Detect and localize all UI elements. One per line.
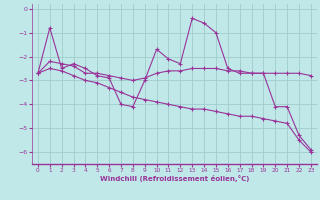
X-axis label: Windchill (Refroidissement éolien,°C): Windchill (Refroidissement éolien,°C) (100, 175, 249, 182)
